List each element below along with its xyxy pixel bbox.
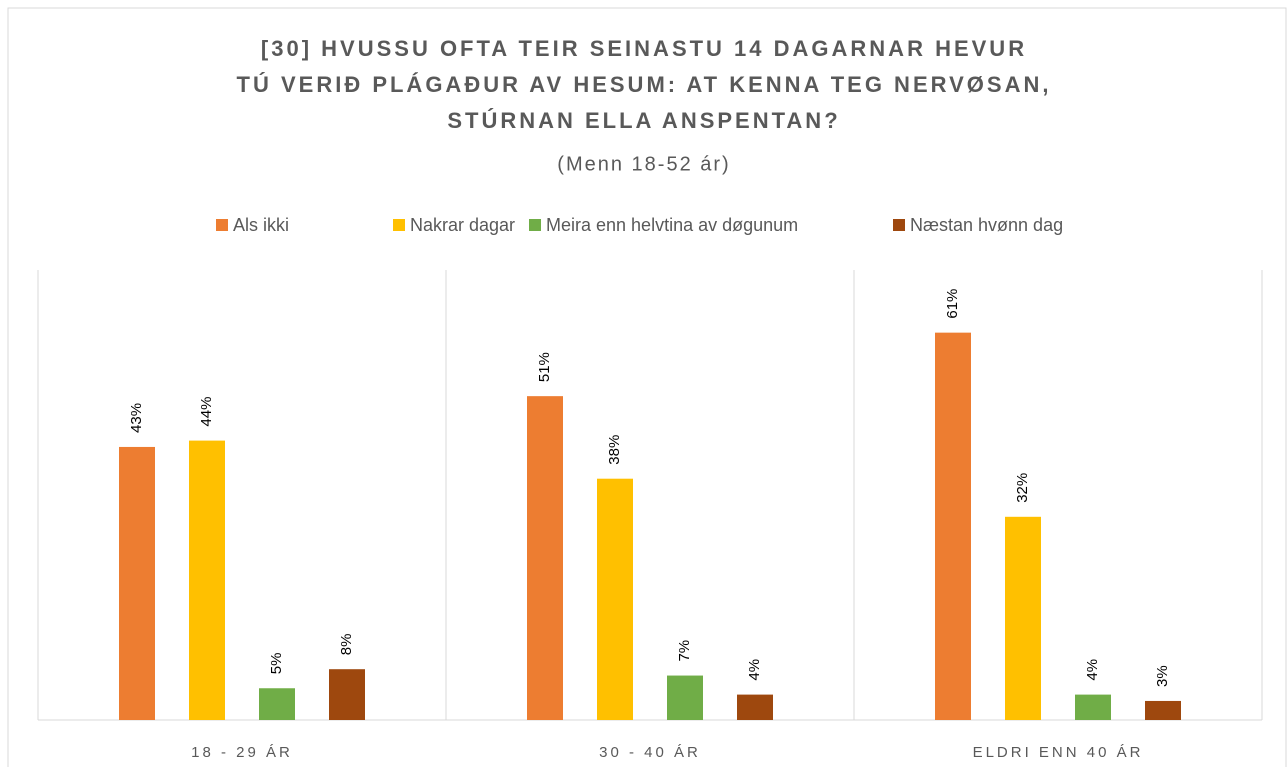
x-tick-label: ELDRI ENN 40 ÁR [973, 744, 1144, 761]
data-label: 38% [606, 435, 623, 465]
data-label: 3% [1154, 665, 1171, 687]
bar [1145, 700, 1181, 720]
data-label: 61% [944, 289, 961, 319]
data-label: 7% [676, 640, 693, 662]
bar [1005, 516, 1041, 720]
x-tick-label: 30 - 40 ÁR [599, 744, 701, 761]
data-label: 4% [1084, 659, 1101, 681]
bar [1075, 694, 1111, 720]
legend-label: Meira enn helvtina av døgunum [546, 215, 798, 235]
legend-swatch [893, 219, 905, 231]
legend-swatch [216, 219, 228, 231]
data-label: 5% [268, 653, 285, 675]
x-tick-label: 18 - 29 ÁR [191, 744, 293, 761]
bar [189, 440, 225, 720]
legend-swatch [529, 219, 541, 231]
bar [737, 694, 773, 720]
legend-swatch [393, 219, 405, 231]
data-label: 43% [128, 403, 145, 433]
chart-subtitle: (Menn 18-52 ár) [557, 153, 730, 175]
data-label: 8% [338, 634, 355, 656]
bar [119, 446, 155, 720]
legend-label: Nakrar dagar [410, 215, 515, 235]
chart-title: [30] HVUSSU OFTA TEIR SEINASTU 14 DAGARN… [261, 36, 1027, 61]
chart-title: STÚRNAN ELLA ANSPENTAN? [447, 108, 840, 133]
data-label: 51% [536, 352, 553, 382]
bar [329, 669, 365, 720]
legend-label: Næstan hvønn dag [910, 215, 1063, 235]
data-label: 4% [746, 659, 763, 681]
chart-title: TÚ VERIÐ PLÁGAÐUR AV HESUM: AT KENNA TEG… [237, 72, 1052, 97]
legend-label: Als ikki [233, 215, 289, 235]
data-label: 44% [198, 397, 215, 427]
bar [259, 688, 295, 720]
bar [935, 332, 971, 720]
bar [527, 396, 563, 720]
bar [597, 478, 633, 720]
bar [667, 675, 703, 720]
data-label: 32% [1014, 473, 1031, 503]
